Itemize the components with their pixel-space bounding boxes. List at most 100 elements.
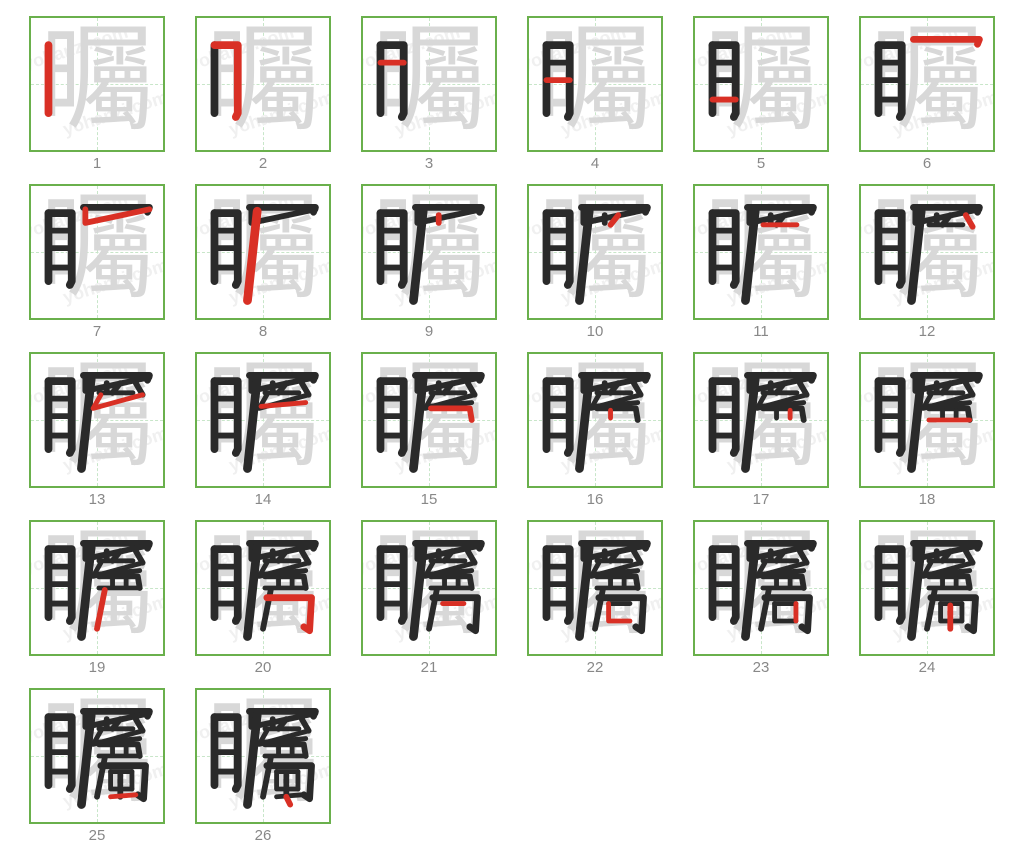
stroke-svg: 曯 [197, 354, 329, 486]
ghost-character: 曯 [372, 18, 487, 145]
stroke-cell: yohanzi.comyohanzi.com曯 16 [512, 348, 678, 516]
stroke-cell: yohanzi.comyohanzi.com曯 1 [14, 12, 180, 180]
stroke-number: 8 [259, 323, 267, 340]
stroke-cell: yohanzi.comyohanzi.com曯 26 [180, 684, 346, 852]
stroke-cell: yohanzi.comyohanzi.com曯 22 [512, 516, 678, 684]
stroke-cell-box: yohanzi.comyohanzi.com曯 [527, 184, 663, 320]
current-stroke [111, 795, 136, 797]
stroke-cell: yohanzi.comyohanzi.com曯9 [346, 180, 512, 348]
stroke-number: 1 [93, 155, 101, 172]
ghost-character: 曯 [206, 18, 321, 145]
stroke-cell: yohanzi.comyohanzi.com曯 12 [844, 180, 1010, 348]
stroke-cell-box: yohanzi.comyohanzi.com曯 [859, 520, 995, 656]
stroke-cell-box: yohanzi.comyohanzi.com曯 [693, 352, 829, 488]
stroke-cell: yohanzi.comyohanzi.com曯 10 [512, 180, 678, 348]
stroke-cell: yohanzi.comyohanzi.com曯 7 [14, 180, 180, 348]
stroke-number: 2 [259, 155, 267, 172]
stroke-svg: 曯 [31, 522, 163, 654]
stroke-cell-box: yohanzi.comyohanzi.com曯 [527, 520, 663, 656]
stroke-cell-box: yohanzi.comyohanzi.com曯 [29, 352, 165, 488]
stroke-cell-box: yohanzi.comyohanzi.com曯 [527, 352, 663, 488]
stroke-cell: yohanzi.comyohanzi.com曯 4 [512, 12, 678, 180]
stroke-cell: yohanzi.comyohanzi.com曯21 [346, 516, 512, 684]
stroke-number: 25 [89, 827, 106, 844]
stroke-cell-box: yohanzi.comyohanzi.com曯 [29, 184, 165, 320]
stroke-number: 5 [757, 155, 765, 172]
stroke-number: 21 [421, 659, 438, 676]
stroke-cell: yohanzi.comyohanzi.com曯 5 [678, 12, 844, 180]
stroke-cell: yohanzi.comyohanzi.com曯3 [346, 12, 512, 180]
stroke-svg: 曯 [197, 690, 329, 822]
stroke-cell-box: yohanzi.comyohanzi.com曯 [693, 16, 829, 152]
stroke-number: 11 [753, 323, 769, 340]
stroke-svg: 曯 [31, 354, 163, 486]
stroke-svg: 曯 [529, 354, 661, 486]
stroke-svg: 曯 [695, 18, 827, 150]
stroke-svg: 曯 [363, 522, 495, 654]
stroke-cell: yohanzi.comyohanzi.com曯 8 [180, 180, 346, 348]
stroke-cell: yohanzi.comyohanzi.com曯 15 [346, 348, 512, 516]
stroke-cell: yohanzi.comyohanzi.com曯 25 [14, 684, 180, 852]
stroke-number: 14 [255, 491, 272, 508]
current-stroke [286, 797, 290, 805]
stroke-svg: 曯 [695, 522, 827, 654]
stroke-svg: 曯 [695, 354, 827, 486]
stroke-cell-box: yohanzi.comyohanzi.com曯 [361, 352, 497, 488]
stroke-number: 22 [587, 659, 604, 676]
ghost-character: 曯 [40, 18, 155, 145]
stroke-svg: 曯 [197, 186, 329, 318]
stroke-number: 10 [587, 323, 604, 340]
stroke-svg: 曯 [363, 354, 495, 486]
stroke-svg: 曯 [197, 522, 329, 654]
stroke-cell-box: yohanzi.comyohanzi.com曯 [29, 16, 165, 152]
stroke-number: 7 [93, 323, 101, 340]
stroke-cell: yohanzi.comyohanzi.com曯 24 [844, 516, 1010, 684]
stroke-number: 16 [587, 491, 604, 508]
stroke-cell: yohanzi.comyohanzi.com曯 19 [14, 516, 180, 684]
stroke-cell: yohanzi.comyohanzi.com曯 13 [14, 348, 180, 516]
stroke-number: 12 [919, 323, 936, 340]
stroke-number: 13 [89, 491, 106, 508]
stroke-cell: yohanzi.comyohanzi.com曯 14 [180, 348, 346, 516]
stroke-svg: 曯 [31, 186, 163, 318]
stroke-number: 4 [591, 155, 599, 172]
stroke-cell-box: yohanzi.comyohanzi.com曯 [195, 16, 331, 152]
stroke-svg: 曯 [529, 522, 661, 654]
stroke-svg: 曯 [197, 18, 329, 150]
stroke-svg: 曯 [363, 186, 495, 318]
stroke-cell-box: yohanzi.comyohanzi.com曯 [859, 352, 995, 488]
stroke-svg: 曯 [31, 690, 163, 822]
stroke-number: 6 [923, 155, 931, 172]
stroke-cell-box: yohanzi.comyohanzi.com曯 [693, 184, 829, 320]
stroke-cell-box: yohanzi.comyohanzi.com曯 [29, 520, 165, 656]
stroke-number: 24 [919, 659, 936, 676]
stroke-cell-box: yohanzi.comyohanzi.com曯 [361, 184, 497, 320]
stroke-cell-box: yohanzi.comyohanzi.com曯 [195, 520, 331, 656]
stroke-cell: yohanzi.comyohanzi.com曯 17 [678, 348, 844, 516]
stroke-svg: 曯 [529, 186, 661, 318]
stroke-cell-box: yohanzi.comyohanzi.com曯 [859, 16, 995, 152]
stroke-number: 3 [425, 155, 433, 172]
stroke-cell: yohanzi.comyohanzi.com曯 18 [844, 348, 1010, 516]
stroke-number: 15 [421, 491, 438, 508]
stroke-cell: yohanzi.comyohanzi.com曯 11 [678, 180, 844, 348]
stroke-svg: 曯 [861, 18, 993, 150]
stroke-number: 17 [753, 491, 770, 508]
stroke-svg: 曯 [861, 522, 993, 654]
stroke-cell-box: yohanzi.comyohanzi.com曯 [859, 184, 995, 320]
stroke-cell-box: yohanzi.comyohanzi.com曯 [195, 184, 331, 320]
stroke-cell-box: yohanzi.comyohanzi.com曯 [195, 688, 331, 824]
stroke-svg: 曯 [861, 186, 993, 318]
stroke-number: 26 [255, 827, 272, 844]
stroke-cell: yohanzi.comyohanzi.com曯 6 [844, 12, 1010, 180]
stroke-cell-box: yohanzi.comyohanzi.com曯 [527, 16, 663, 152]
stroke-svg: 曯 [695, 186, 827, 318]
stroke-cell-box: yohanzi.comyohanzi.com曯 [29, 688, 165, 824]
stroke-number: 18 [919, 491, 936, 508]
stroke-number: 19 [89, 659, 106, 676]
stroke-cell: yohanzi.comyohanzi.com曯20 [180, 516, 346, 684]
stroke-order-grid: yohanzi.comyohanzi.com曯1yohanzi.comyohan… [0, 0, 1024, 864]
stroke-svg: 曯 [529, 18, 661, 150]
stroke-cell-box: yohanzi.comyohanzi.com曯 [195, 352, 331, 488]
stroke-cell-box: yohanzi.comyohanzi.com曯 [693, 520, 829, 656]
